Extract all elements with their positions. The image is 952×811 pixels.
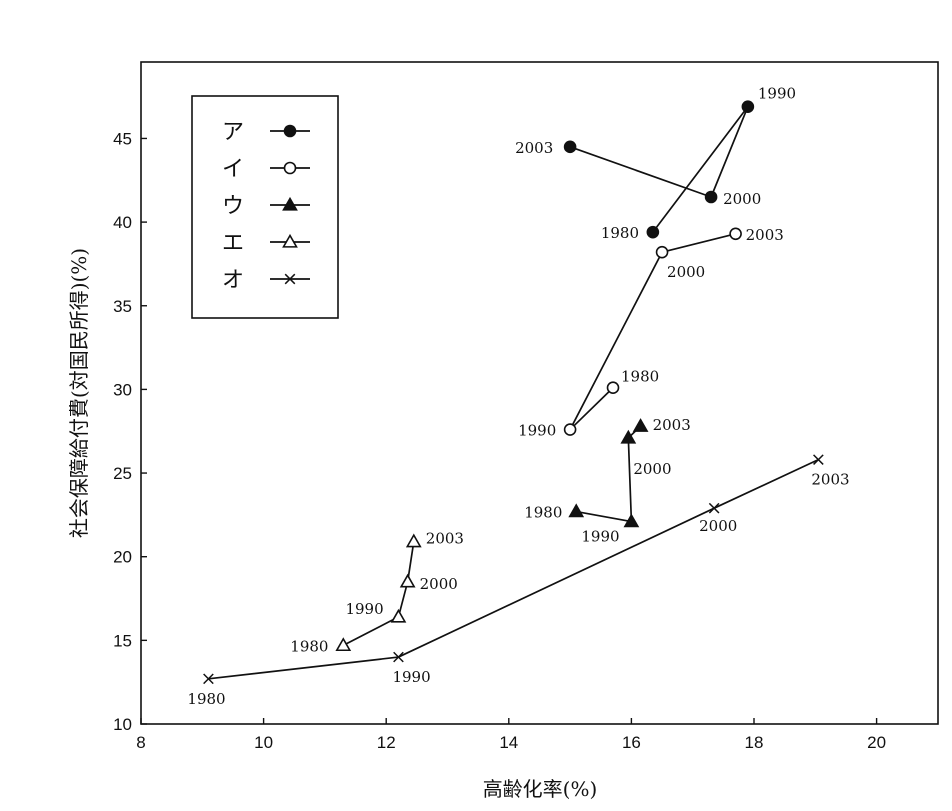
data-label: 2000: [420, 575, 458, 593]
y-tick-label: 35: [113, 297, 132, 316]
data-label: 2000: [633, 460, 671, 478]
data-label: 2003: [811, 471, 849, 489]
data-label: 1990: [518, 422, 556, 440]
data-label: 1990: [581, 528, 619, 546]
data-point: [632, 418, 649, 432]
data-point: [203, 673, 214, 685]
x-tick-label: 8: [136, 733, 145, 752]
series-line-1: [569, 105, 749, 233]
legend-marker: [282, 233, 298, 248]
y-tick-label: 40: [113, 213, 132, 232]
data-label: 2003: [426, 530, 464, 548]
data-point: [655, 245, 669, 259]
data-label: 1980: [187, 690, 225, 708]
legend-label: イ: [222, 157, 244, 182]
point-labels: 1980 1990 2000 2003 1980 1990 2000 2003 1980 1990…: [187, 85, 849, 708]
y-tick-label: 20: [113, 548, 132, 567]
data-point: [813, 454, 824, 465]
y-tick-label: 15: [113, 631, 132, 650]
data-label: 1990: [345, 600, 383, 618]
data-point: [708, 502, 720, 514]
data-point: [563, 423, 577, 436]
data-label: 1980: [621, 368, 659, 386]
data-point: [620, 429, 637, 444]
legend-box: [191, 95, 339, 319]
x-tick-label: 10: [254, 733, 273, 752]
legend-marker: [283, 124, 297, 138]
data-label: 2003: [653, 416, 691, 434]
series-line-2: [569, 232, 736, 431]
legend-marker: [283, 161, 297, 175]
y-tick-label: 45: [113, 129, 132, 148]
data-label: 1980: [524, 504, 562, 522]
y-axis-label: 社会保障給付費(対国民所得)(%): [67, 248, 91, 538]
series-line-5: [208, 458, 819, 680]
legend-label: ア: [222, 120, 244, 145]
data-label: 2000: [699, 517, 737, 535]
data-label: 1980: [601, 224, 639, 242]
legend-label: エ: [222, 231, 244, 256]
plot-frame: [140, 61, 939, 725]
data-point: [646, 225, 660, 239]
data-label: 1990: [758, 85, 796, 103]
data-label: 2003: [746, 226, 784, 244]
y-tick-label: 25: [113, 464, 132, 483]
data-point: [393, 651, 404, 663]
series-markers: [203, 100, 824, 685]
series-lines: [208, 105, 819, 680]
data-point: [399, 573, 416, 588]
data-point: [623, 513, 640, 528]
x-axis-label: 高齢化率(%): [483, 777, 598, 801]
x-tick-label: 14: [499, 733, 518, 752]
y-tick-label: 10: [113, 715, 132, 734]
x-tick-label: 18: [745, 733, 764, 752]
legend-marker: [282, 196, 298, 211]
data-label: 1980: [290, 637, 328, 655]
x-tick-label: 16: [622, 733, 641, 752]
data-point: [563, 140, 577, 154]
data-label: 2000: [723, 190, 761, 208]
data-point: [335, 637, 352, 652]
data-point: [741, 100, 755, 113]
legend-label: ウ: [222, 194, 244, 219]
x-tick-label: 20: [867, 733, 886, 752]
series-line-3: [576, 425, 642, 523]
data-point: [405, 533, 422, 548]
data-point: [390, 608, 407, 623]
data-label: 2000: [667, 263, 705, 281]
data-label: 2003: [515, 139, 553, 157]
data-point: [606, 381, 620, 395]
x-tick-label: 12: [377, 733, 396, 752]
data-label: 1990: [392, 668, 430, 686]
legend-label: オ: [222, 268, 244, 293]
data-point: [729, 227, 742, 241]
data-point: [568, 503, 585, 518]
data-point: [704, 190, 718, 204]
y-tick-label: 30: [113, 380, 132, 399]
series-line-4: [342, 541, 415, 647]
legend-marker: [284, 273, 296, 285]
